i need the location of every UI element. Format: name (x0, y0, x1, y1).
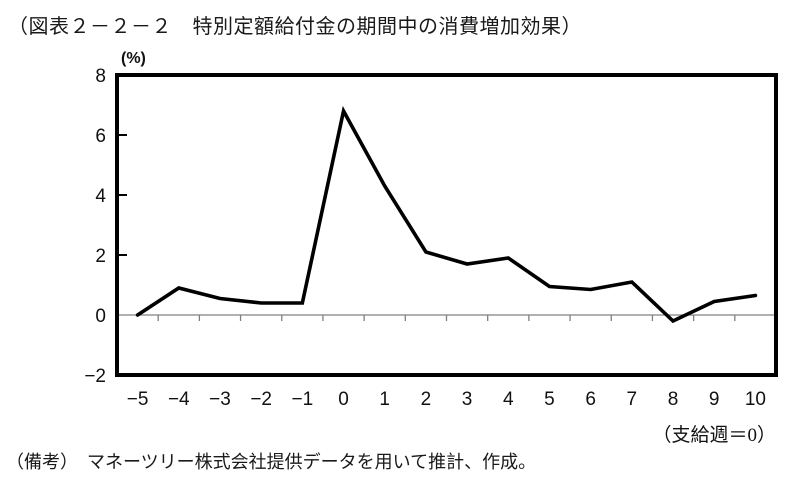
consumption-effect-line (135, 105, 758, 324)
y-tick-label: 0 (95, 306, 106, 327)
figure-title: （図表２－２－２ 特別定額給付金の期間中の消費増加効果） (8, 16, 582, 38)
x-tick-label: 1 (379, 389, 390, 410)
source-note: （備考） マネーツリー株式会社提供データを用いて推計、作成。 (6, 452, 537, 472)
x-tick-label: −4 (168, 389, 190, 410)
y-tick-label: 2 (95, 246, 106, 267)
x-tick-label: −1 (292, 389, 314, 410)
x-tick-label: 2 (421, 389, 432, 410)
x-tick-label: 8 (668, 389, 679, 410)
x-tick-label: 10 (745, 389, 766, 410)
x-tick-label: 0 (338, 389, 349, 410)
x-tick-label: −5 (127, 389, 149, 410)
y-tick-label: 6 (95, 126, 106, 147)
x-tick-label: 7 (627, 389, 638, 410)
x-tick-label: −2 (250, 389, 272, 410)
y-axis-unit-label: (%) (121, 50, 146, 67)
x-tick-label: 5 (544, 389, 555, 410)
x-tick-label: 6 (585, 389, 596, 410)
x-tick-label: 4 (503, 389, 514, 410)
x-tick-label: 9 (709, 389, 720, 410)
plot-frame (115, 73, 778, 377)
y-tick-label: −2 (84, 366, 106, 387)
y-tick-label: 8 (95, 66, 106, 87)
x-axis-note: （支給週＝0） (652, 425, 776, 446)
x-tick-label: −3 (209, 389, 231, 410)
y-tick-label: 4 (95, 186, 106, 207)
x-tick-label: 3 (462, 389, 473, 410)
